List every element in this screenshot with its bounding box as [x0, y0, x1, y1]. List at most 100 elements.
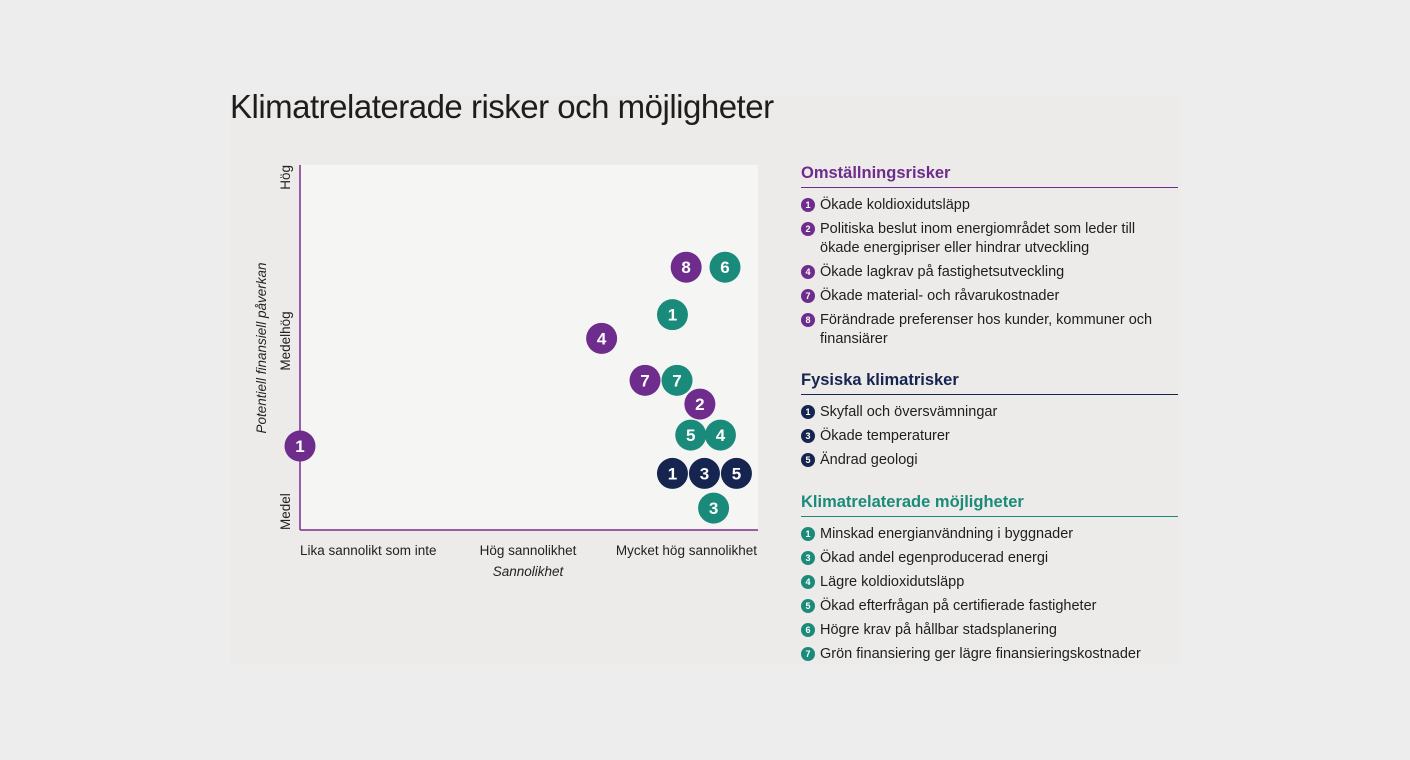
y-axis-title: Potentiell finansiell påverkan	[254, 262, 269, 433]
legend-number-badge: 3	[801, 429, 815, 443]
data-point: 1	[656, 457, 688, 489]
legend-number-badge: 4	[801, 575, 815, 589]
data-point-marker	[675, 419, 707, 451]
legend-item: 3 Ökad andel egenproducerad energi	[801, 549, 1178, 568]
legend-heading: Fysiska klimatrisker	[801, 371, 1178, 395]
legend-fysiska-klimatrisker: Fysiska klimatrisker 1 Skyfall och översv…	[801, 371, 1178, 475]
data-point-label: 7	[640, 371, 649, 390]
data-point-label: 5	[686, 426, 695, 445]
legend-klimatrelaterade-mojligheter: Klimatrelaterade möjligheter 1 Minskad en…	[801, 493, 1178, 669]
legend-item: 8 Förändrade preferenser hos kunder, komm…	[801, 311, 1178, 349]
legend-number-badge: 1	[801, 405, 815, 419]
data-point: 5	[675, 419, 707, 451]
legend-number-badge: 7	[801, 647, 815, 661]
data-point: 4	[704, 419, 736, 451]
legend-item-text: Ökade koldioxidutsläpp	[820, 197, 970, 213]
legend-item: 3 Ökade temperaturer	[801, 427, 1178, 446]
legend-item-text: Skyfall och översvämningar	[820, 404, 998, 420]
legend-item: 4 Ökade lagkrav på fastighetsutveckling	[801, 263, 1178, 282]
data-point-marker	[586, 322, 618, 354]
legend-item: 1 Ökade koldioxidutsläpp	[801, 196, 1178, 215]
legend-item-text: Politiska beslut inom energiområdet som …	[820, 221, 1136, 256]
legend-item-text: Ökad efterfrågan på certifierade fastigh…	[820, 598, 1097, 614]
data-point: 6	[709, 251, 741, 283]
legend-item-text: Ökade temperaturer	[820, 428, 950, 444]
data-point-marker	[656, 299, 688, 331]
data-point: 7	[661, 364, 693, 396]
data-point-marker	[720, 457, 752, 489]
data-point-label: 7	[672, 371, 681, 390]
legend-number-badge: 1	[801, 527, 815, 541]
legend-item-text: Grön finansiering ger lägre finansiering…	[820, 646, 1141, 662]
data-point-marker	[629, 364, 661, 396]
legend-number-badge: 5	[801, 599, 815, 613]
legend-item-text: Lägre koldioxidutsläpp	[820, 574, 965, 590]
data-point-marker	[698, 492, 730, 524]
data-point-marker	[284, 430, 316, 462]
data-point-marker	[661, 364, 693, 396]
data-point-label: 4	[716, 426, 726, 445]
x-tick-label: Hög sannolikhet	[480, 543, 577, 558]
data-point: 7	[629, 364, 661, 396]
legend-number-badge: 4	[801, 265, 815, 279]
data-point-label: 4	[597, 329, 607, 348]
legend-item: 1 Minskad energianvändning i byggnader	[801, 525, 1178, 544]
data-point: 5	[720, 457, 752, 489]
data-point-label: 2	[695, 395, 704, 414]
legend-item-text: Ökade material- och råvarukostnader	[820, 288, 1060, 304]
legend-number-badge: 5	[801, 453, 815, 467]
data-point: 1	[656, 299, 688, 331]
legend-heading: Omställningsrisker	[801, 164, 1178, 188]
legend-number-badge: 1	[801, 198, 815, 212]
x-axis-title: Sannolikhet	[493, 564, 565, 579]
legend-number-badge: 8	[801, 313, 815, 327]
y-tick-label: Medel	[278, 493, 293, 530]
data-point-label: 1	[668, 306, 677, 325]
data-point-label: 3	[700, 464, 709, 483]
legend-item: 2 Politiska beslut inom energiområdet som…	[801, 220, 1178, 258]
data-point-marker	[670, 251, 702, 283]
legend-item-text: Ökad andel egenproducerad energi	[820, 550, 1049, 566]
data-point-label: 3	[709, 499, 718, 518]
data-point-label: 5	[732, 464, 741, 483]
y-tick-label: Hög	[278, 165, 293, 190]
data-point: 8	[670, 251, 702, 283]
data-point: 4	[586, 322, 618, 354]
legend-number-badge: 6	[801, 623, 815, 637]
data-point: 3	[698, 492, 730, 524]
data-point-label: 6	[720, 258, 729, 277]
legend-list: 1 Minskad energianvändning i byggnader 3 Ök…	[801, 525, 1178, 664]
data-point-marker	[684, 388, 716, 420]
data-point-label: 1	[295, 437, 304, 456]
legend-item-text: Ökade lagkrav på fastighetsutveckling	[820, 264, 1065, 280]
x-tick-label: Lika sannolikt som inte	[300, 543, 437, 558]
legend-list: 1 Ökade koldioxidutsläpp 2 Politiska beslut…	[801, 196, 1178, 349]
legend-number-badge: 3	[801, 551, 815, 565]
data-point-label: 1	[668, 464, 677, 483]
x-tick-label: Mycket hög sannolikhet	[616, 543, 757, 558]
legend-item: 4 Lägre koldioxidutsläpp	[801, 573, 1178, 592]
data-point-marker	[688, 457, 720, 489]
legend-number-badge: 7	[801, 289, 815, 303]
legend-item: 5 Ökad efterfrågan på certifierade fastig…	[801, 597, 1178, 616]
data-point: 1	[284, 430, 316, 462]
data-point-marker	[656, 457, 688, 489]
legend-item: 1 Skyfall och översvämningar	[801, 403, 1178, 422]
legend-item-text: Minskad energianvändning i byggnader	[820, 526, 1074, 542]
data-point: 2	[684, 388, 716, 420]
y-tick-label: Medelhög	[278, 311, 293, 370]
legend-item-text: Förändrade preferenser hos kunder, kommu…	[820, 312, 1153, 347]
legend-omstallningsrisker: Omställningsrisker 1 Ökade koldioxidutslä…	[801, 164, 1178, 354]
legend-number-badge: 2	[801, 222, 815, 236]
legend-list: 1 Skyfall och översvämningar 3 Ökade temper…	[801, 403, 1178, 470]
legend-item-text: Ändrad geologi	[820, 452, 918, 468]
legend-item: 7 Grön finansiering ger lägre finansierin…	[801, 645, 1178, 664]
legend-item-text: Högre krav på hållbar stadsplanering	[820, 622, 1057, 638]
legend-item: 6 Högre krav på hållbar stadsplanering	[801, 621, 1178, 640]
legend-heading: Klimatrelaterade möjligheter	[801, 493, 1178, 517]
data-point-label: 8	[681, 258, 690, 277]
data-point-marker	[704, 419, 736, 451]
legend-item: 5 Ändrad geologi	[801, 451, 1178, 470]
